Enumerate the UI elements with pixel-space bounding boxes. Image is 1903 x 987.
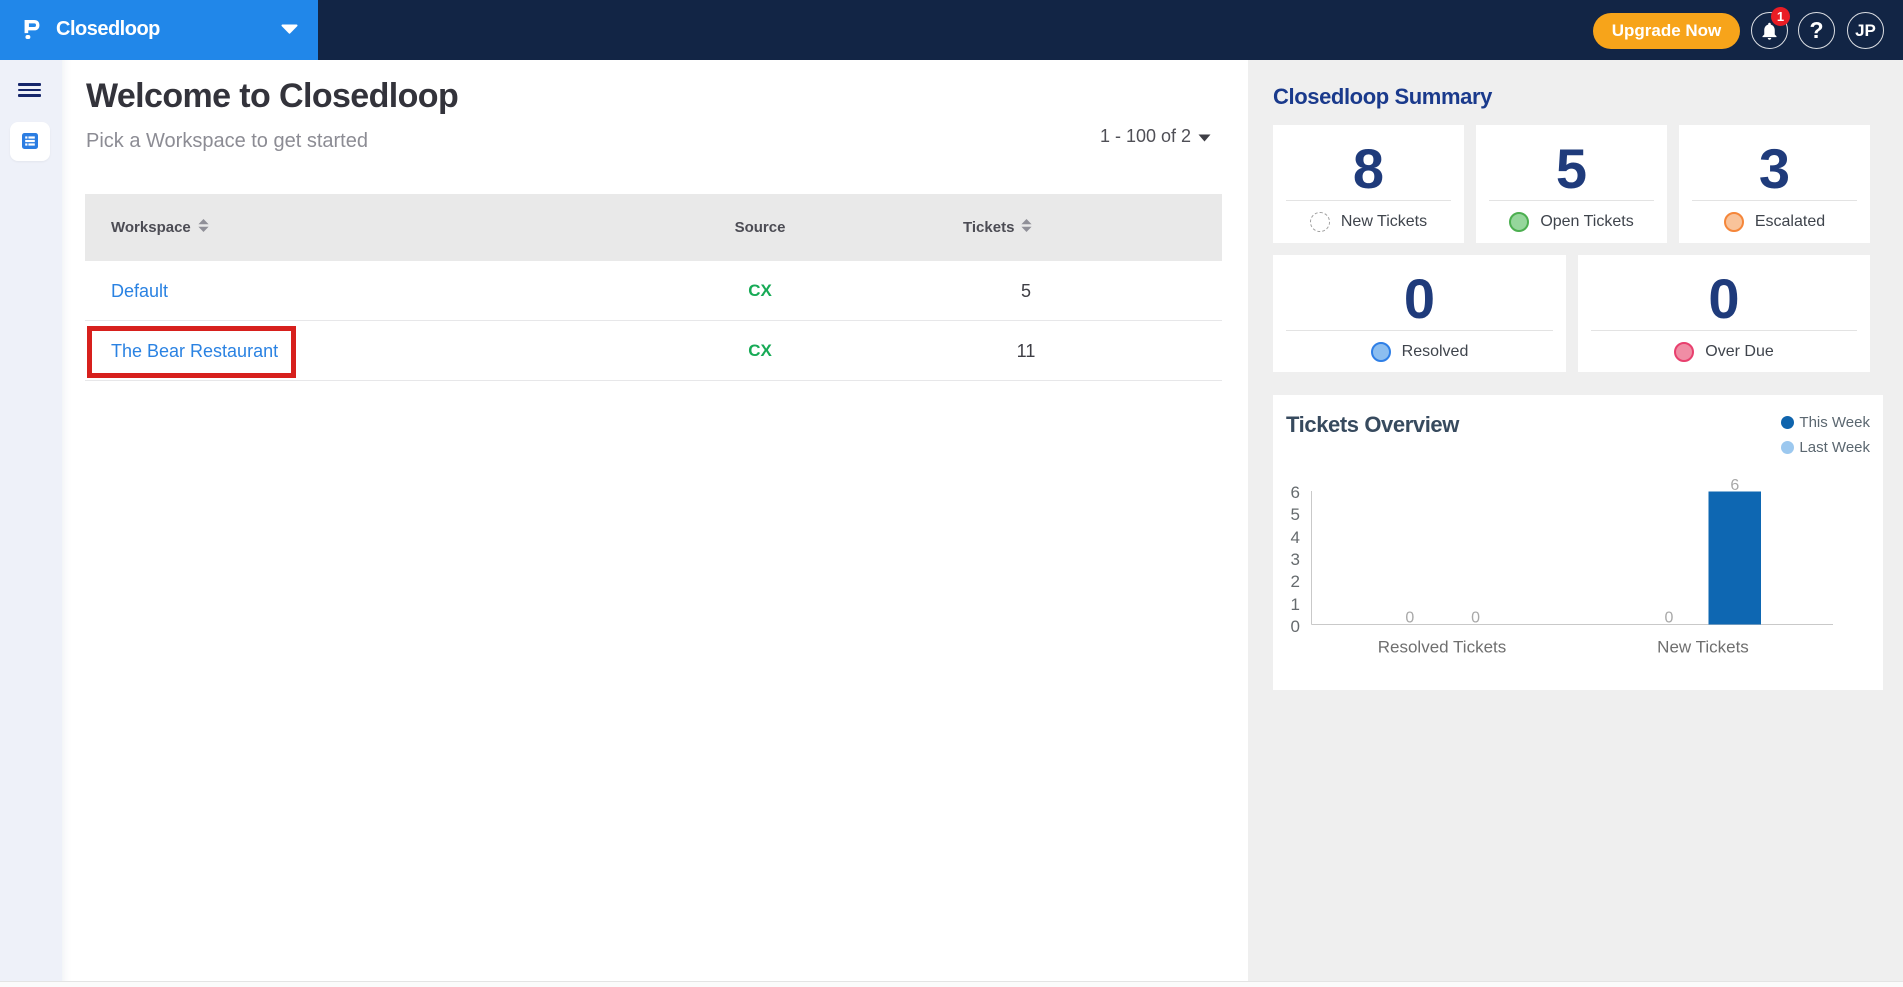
svg-text:New Tickets: New Tickets: [1657, 638, 1749, 657]
svg-text:0: 0: [1291, 617, 1300, 636]
svg-text:3: 3: [1291, 550, 1300, 569]
svg-text:6: 6: [1291, 483, 1300, 502]
svg-text:5: 5: [1291, 505, 1300, 524]
svg-text:0: 0: [1405, 610, 1414, 627]
svg-text:0: 0: [1471, 610, 1480, 627]
svg-text:0: 0: [1665, 610, 1674, 627]
svg-text:1: 1: [1291, 595, 1300, 614]
svg-text:4: 4: [1291, 528, 1300, 547]
svg-text:Resolved Tickets: Resolved Tickets: [1378, 638, 1507, 657]
svg-text:6: 6: [1730, 477, 1739, 494]
svg-text:2: 2: [1291, 572, 1300, 591]
